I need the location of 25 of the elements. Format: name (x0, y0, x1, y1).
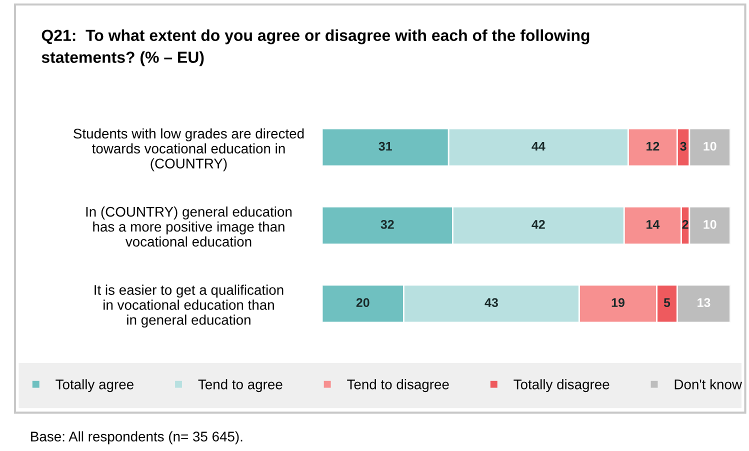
legend-label: Don't know (674, 379, 742, 390)
data-label: 32 (380, 220, 394, 229)
y-tick-label: It is easier to get a qualification in vocational education than in general education (94, 284, 284, 328)
data-label: 14 (646, 220, 660, 229)
chart-title: Q21: To what extent do you agree or disagree with each of the following statements? (% – EU) (42, 29, 590, 66)
data-label: 20 (356, 298, 370, 308)
legend-label: Totally disagree (514, 379, 610, 392)
data-label: 2 (682, 220, 688, 229)
y-tick-label: In (COUNTRY) general education has a more positive image than vocational education (86, 206, 292, 247)
data-label: 5 (664, 298, 670, 308)
data-label: 10 (704, 142, 716, 151)
legend-label: Tend to agree (198, 379, 282, 392)
data-label: 43 (484, 298, 498, 308)
data-label: 31 (378, 142, 392, 151)
data-label: 44 (532, 142, 546, 151)
legend-label: Totally agree (56, 379, 134, 392)
data-label: 3 (680, 142, 686, 151)
data-label: 12 (646, 142, 660, 151)
data-label: 19 (612, 298, 625, 308)
data-label: 42 (532, 220, 545, 229)
data-label: 10 (704, 220, 716, 229)
data-label: 13 (698, 298, 710, 308)
legend-label: Tend to disagree (347, 379, 449, 392)
text: Base: All respondents (n= 35 645). (31, 431, 242, 444)
y-tick-label: Students with low grades are directed towards vocational education in (COUNTRY) (74, 128, 304, 172)
